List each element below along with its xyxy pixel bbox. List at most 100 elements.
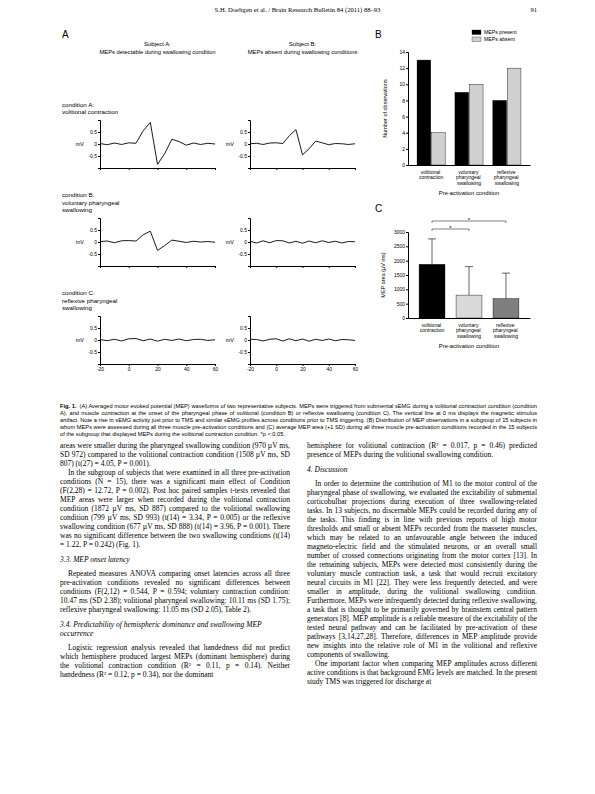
- y-axis: -0.500.5: [238, 219, 250, 267]
- tick: -0.5: [238, 153, 250, 159]
- tick-mark: [215, 168, 216, 170]
- tick: 12: [399, 65, 408, 71]
- tick-mark: [303, 168, 304, 170]
- tick-mark: [248, 156, 250, 157]
- axis-line: [98, 121, 101, 169]
- tick: voluntary pharyngeal swallowing: [456, 165, 482, 186]
- tick: 6: [402, 114, 408, 120]
- tick: 0: [402, 162, 408, 168]
- tick: 0: [244, 337, 250, 343]
- tick-label: 12: [399, 65, 405, 71]
- tick-label: 60: [353, 366, 359, 372]
- tick-mark: [406, 52, 408, 53]
- tick: 20: [155, 364, 161, 372]
- tick-mark: [248, 230, 250, 231]
- plot-area: [100, 231, 215, 250]
- tick-label: -0.5: [88, 251, 97, 257]
- tick: [215, 168, 216, 170]
- bar: [507, 68, 521, 165]
- tick-mark: [406, 68, 408, 69]
- x-axis: -200204060: [97, 364, 219, 372]
- tick-label: -0.5: [238, 349, 247, 355]
- tick-label: 4: [402, 130, 405, 136]
- tick: [250, 266, 251, 268]
- x-axis-title: Pre-activation condition: [439, 343, 499, 349]
- tick: 1500: [394, 272, 408, 278]
- tick: 40: [326, 364, 332, 372]
- tick-label: 40: [326, 366, 332, 372]
- paragraph: In the subgroup of subjects that were ex…: [60, 468, 290, 549]
- tick: [215, 266, 216, 268]
- axis-line: [409, 318, 531, 319]
- condition-label: condition B:: [62, 191, 95, 198]
- tick-label: 1500: [394, 272, 405, 278]
- tick: [329, 168, 330, 170]
- tick: 2000: [394, 258, 408, 264]
- y-axis: -0.5 0 0.5: [238, 317, 250, 365]
- tick: [303, 168, 304, 170]
- tick-label: 0.5: [240, 325, 247, 331]
- tick-label: 0: [94, 141, 97, 147]
- tick: [129, 266, 130, 268]
- tick-mark: [329, 168, 330, 170]
- axis-line: [98, 317, 101, 365]
- tick-label: 20: [300, 366, 306, 372]
- plot-area: [250, 241, 355, 244]
- tick-label: 0: [128, 366, 131, 372]
- tick: [303, 266, 304, 268]
- tick: 0.5: [240, 227, 250, 233]
- tick-mark: [215, 266, 216, 268]
- legend-label: MEPs present: [484, 29, 517, 35]
- paragraph: areas were smaller during the pharyngeal…: [60, 441, 290, 468]
- tick: volitional contraction: [420, 318, 445, 333]
- tick: [186, 168, 187, 170]
- condition-label: condition C:: [62, 289, 95, 296]
- tick-label: 0.5: [240, 129, 247, 135]
- plot-area: [417, 60, 521, 165]
- tick: 0.5: [90, 129, 100, 135]
- plot-area: [419, 239, 519, 318]
- bar: [456, 295, 482, 318]
- section-heading: 4. Discussion: [307, 465, 537, 474]
- legend-label: MEPs absent: [484, 36, 515, 42]
- tick: 3000: [394, 229, 408, 235]
- condition-label: voluntary pharyngeal: [62, 199, 119, 206]
- tick: 2500: [394, 243, 408, 249]
- tick-label-line: swallowing: [495, 180, 519, 186]
- tick: 0.5: [240, 325, 250, 331]
- panel-label: B: [375, 29, 382, 40]
- waveform: [250, 339, 355, 341]
- tick-label: 500: [397, 301, 406, 307]
- axis-line: [101, 169, 216, 171]
- tick-label: voluntary pharyngeal swallowing: [456, 322, 482, 340]
- axis-line: [251, 267, 356, 269]
- tick-label: 0: [402, 162, 405, 168]
- tick: 0: [94, 141, 100, 147]
- tick-label: 2000: [394, 258, 405, 264]
- panel-label: A: [62, 29, 69, 40]
- tick-mark: [406, 149, 408, 150]
- tick-label: 1000: [394, 286, 405, 292]
- tick: 0: [94, 239, 100, 245]
- tick-mark: [303, 266, 304, 268]
- bar: [469, 84, 483, 165]
- error-bar: [432, 239, 433, 264]
- tick-label: 10: [399, 81, 405, 87]
- tick-label: 0: [94, 337, 97, 343]
- tick-mark: [98, 254, 100, 255]
- tick-label: 3000: [394, 229, 405, 235]
- tick-label: -20: [97, 366, 104, 372]
- significance-label: *: [449, 225, 452, 231]
- tick-label: 0: [275, 366, 278, 372]
- tick: 500: [397, 301, 408, 307]
- tick-mark: [406, 261, 408, 262]
- tick-mark: [158, 168, 159, 170]
- y-axis-title: Number of observations: [382, 79, 388, 138]
- tick: 20: [300, 364, 306, 372]
- tick-label: 40: [184, 366, 190, 372]
- figure-caption: Fig. 1.(A) Averaged motor evoked potenti…: [60, 403, 537, 438]
- tick-mark: [276, 266, 277, 268]
- tick-mark: [250, 266, 251, 268]
- axis-line: [406, 233, 409, 319]
- tick-mark: [98, 156, 100, 157]
